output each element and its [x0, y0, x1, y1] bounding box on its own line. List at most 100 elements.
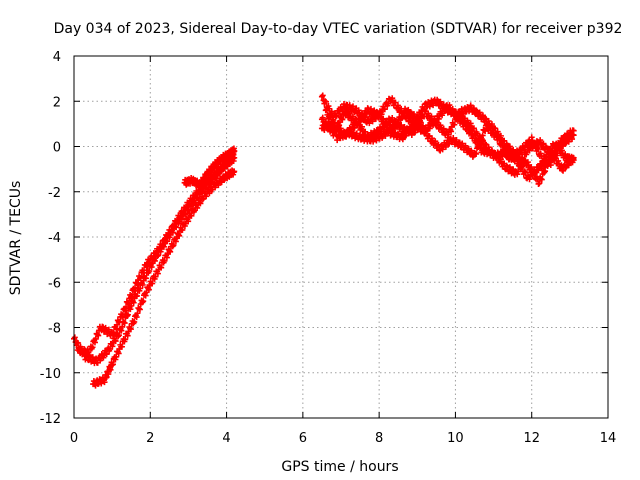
x-tick-label: 6: [299, 431, 307, 446]
data-point: [176, 215, 183, 222]
data-point: [526, 147, 533, 154]
data-point: [332, 127, 339, 134]
data-point: [439, 126, 446, 133]
data-point: [432, 138, 439, 145]
data-point: [514, 171, 521, 178]
data-point: [379, 116, 386, 123]
data-point: [140, 298, 147, 305]
data-point: [328, 108, 335, 115]
data-point: [127, 306, 134, 313]
data-point: [497, 156, 504, 163]
data-point: [113, 325, 120, 332]
data-point: [116, 319, 123, 326]
data-point: [420, 122, 427, 129]
data-point: [476, 141, 483, 148]
data-point: [528, 134, 535, 141]
data-point: [339, 116, 346, 123]
data-point: [478, 136, 485, 143]
data-point: [551, 154, 558, 161]
data-point: [552, 141, 559, 148]
data-point: [136, 306, 143, 313]
data-point: [191, 195, 198, 202]
data-point: [110, 329, 117, 336]
data-point: [155, 248, 162, 255]
data-point: [152, 273, 159, 280]
data-point: [555, 144, 562, 151]
data-point: [536, 180, 543, 187]
data-point: [496, 135, 503, 142]
data-point: [559, 166, 566, 173]
data-point: [115, 350, 122, 357]
data-point: [380, 115, 387, 122]
data-point: [128, 293, 135, 300]
data-point: [166, 247, 173, 254]
data-point: [161, 239, 168, 246]
data-point: [121, 320, 128, 327]
y-tick-label: -6: [48, 276, 61, 291]
y-tick-label: -12: [40, 412, 61, 427]
data-point: [196, 199, 203, 206]
x-tick-label: 4: [222, 431, 230, 446]
data-point: [445, 131, 452, 138]
data-point: [479, 132, 486, 139]
data-point: [414, 113, 421, 120]
data-point: [139, 281, 146, 288]
data-point: [479, 112, 486, 119]
data-point: [570, 127, 577, 134]
data-point: [437, 98, 444, 105]
series-trace-g: [318, 102, 577, 178]
data-point: [103, 351, 110, 358]
data-point: [130, 299, 137, 306]
data-point: [569, 131, 576, 138]
data-point: [337, 125, 344, 132]
data-point: [458, 116, 465, 123]
y-tick-label: -4: [48, 231, 61, 246]
plot-frame: [73, 55, 609, 419]
data-point: [112, 338, 119, 345]
data-point: [417, 119, 424, 126]
data-point: [442, 143, 449, 150]
data-point: [194, 191, 201, 198]
data-point: [118, 343, 125, 350]
data-point: [555, 157, 562, 164]
data-point: [467, 120, 474, 127]
data-point: [382, 120, 389, 127]
data-point: [86, 352, 93, 359]
data-point: [531, 169, 538, 176]
data-point: [492, 130, 499, 137]
data-point: [94, 331, 101, 338]
data-point: [113, 353, 120, 360]
data-point: [376, 110, 383, 117]
data-point: [467, 127, 474, 134]
data-point: [462, 142, 469, 149]
data-point: [319, 92, 326, 99]
data-point: [524, 159, 531, 166]
data-point: [558, 147, 565, 154]
data-point: [381, 106, 388, 113]
series-trace-d: [181, 145, 238, 190]
data-point: [483, 121, 490, 128]
data-point: [118, 327, 125, 334]
data-point: [127, 326, 134, 333]
data-point: [498, 139, 505, 146]
data-point: [349, 113, 356, 120]
data-point: [398, 122, 405, 129]
data-point: [149, 280, 156, 287]
y-tick-label: -10: [40, 367, 61, 382]
data-point: [194, 204, 201, 211]
y-tick-label: 2: [53, 95, 61, 110]
data-point: [562, 164, 569, 171]
data-point: [526, 176, 533, 183]
data-point: [163, 254, 170, 261]
data-point: [531, 139, 538, 146]
data-point: [131, 287, 138, 294]
data-point: [404, 107, 411, 114]
data-point: [124, 311, 131, 318]
data-point: [231, 168, 238, 175]
data-point: [123, 303, 130, 310]
data-point: [152, 253, 159, 260]
data-points: [71, 92, 577, 389]
data-point: [506, 143, 513, 150]
data-point: [476, 109, 483, 116]
data-point: [506, 164, 513, 171]
